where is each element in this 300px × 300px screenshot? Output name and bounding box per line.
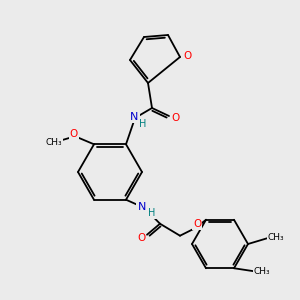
Text: O: O xyxy=(183,51,191,61)
Text: H: H xyxy=(148,208,156,218)
Text: CH₃: CH₃ xyxy=(268,233,284,242)
Text: H: H xyxy=(139,119,147,129)
Text: O: O xyxy=(137,233,145,243)
Text: CH₃: CH₃ xyxy=(46,138,62,147)
Text: O: O xyxy=(193,219,201,229)
Text: CH₃: CH₃ xyxy=(254,267,270,276)
Text: N: N xyxy=(138,202,146,212)
Text: O: O xyxy=(70,129,78,139)
Text: O: O xyxy=(171,113,179,123)
Text: N: N xyxy=(130,112,138,122)
